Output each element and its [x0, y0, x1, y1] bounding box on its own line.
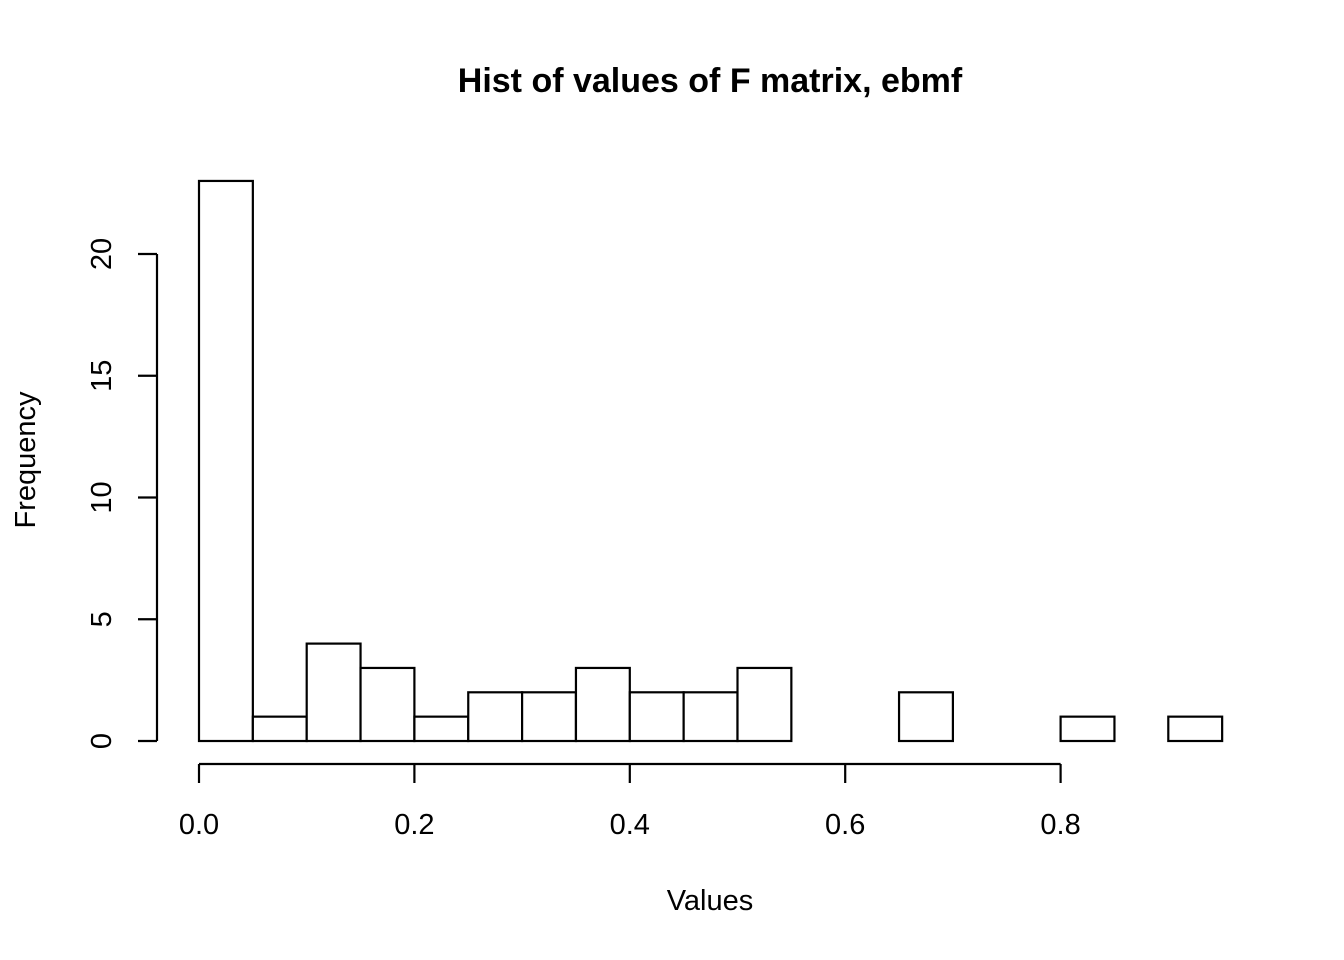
histogram-bar [359, 666, 416, 743]
x-tick-label: 0.6 [825, 809, 865, 841]
chart-title: Hist of values of F matrix, ebmf [458, 62, 963, 100]
histogram-bar [682, 691, 739, 743]
histogram-bar [897, 691, 954, 743]
x-tick-label: 0.8 [1040, 809, 1080, 841]
y-axis-label: Frequency [10, 391, 42, 529]
histogram-bar [628, 691, 685, 743]
histogram-bar [736, 666, 793, 743]
histogram-bar [1167, 715, 1224, 743]
histogram-bar [574, 666, 631, 743]
histogram-bar [251, 715, 308, 743]
histogram-bar [520, 691, 578, 743]
bars-group [197, 179, 1224, 743]
y-tick-label: 20 [86, 238, 118, 270]
x-tick-label: 0.4 [610, 809, 650, 841]
histogram-bar [413, 715, 470, 743]
histogram-bar [305, 642, 362, 743]
y-tick-label: 10 [86, 481, 118, 513]
histogram-bar [467, 691, 524, 743]
histogram-bar [1059, 715, 1116, 743]
x-axis-label: Values [667, 885, 754, 917]
y-tick-label: 15 [86, 360, 118, 392]
y-axis: 0 5 10 15 20 [86, 238, 159, 749]
x-tick-label: 0.0 [179, 809, 219, 841]
histogram-bar [197, 179, 254, 743]
x-tick-label: 0.2 [394, 809, 434, 841]
y-tick-label: 0 [86, 733, 118, 749]
x-axis: 0.0 0.2 0.4 0.6 0.8 [179, 762, 1081, 841]
y-tick-label: 5 [86, 611, 118, 627]
